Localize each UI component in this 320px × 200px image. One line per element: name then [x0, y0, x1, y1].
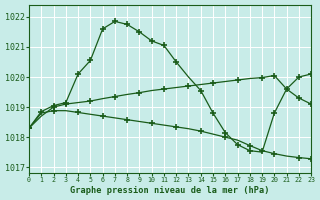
X-axis label: Graphe pression niveau de la mer (hPa): Graphe pression niveau de la mer (hPa) — [70, 186, 270, 195]
